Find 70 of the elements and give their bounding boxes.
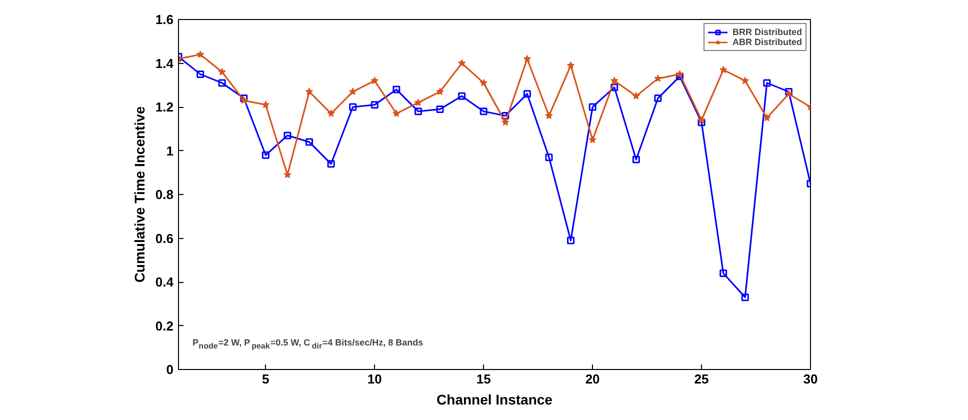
point	[566, 61, 575, 69]
point	[588, 103, 596, 111]
point	[720, 66, 728, 74]
point	[523, 54, 532, 62]
x-tick-label: 5	[262, 372, 270, 386]
x-axis-title: Channel Instance	[436, 392, 553, 408]
legend-label: BRR Distributed	[732, 27, 802, 37]
point	[480, 78, 488, 86]
point	[262, 151, 270, 159]
point	[370, 101, 378, 109]
point	[196, 50, 204, 58]
point	[196, 70, 204, 78]
point	[741, 294, 749, 302]
point	[763, 79, 771, 87]
point	[392, 110, 400, 117]
point	[698, 116, 706, 124]
x-tick-label: 10	[367, 372, 382, 386]
x-tick-label: 25	[694, 372, 709, 386]
point	[262, 100, 270, 108]
y-axis-title: Cumulative Time Incentive	[131, 106, 148, 283]
point	[654, 94, 662, 102]
point	[545, 154, 553, 162]
point	[502, 112, 510, 120]
point	[349, 88, 357, 96]
point	[588, 136, 596, 144]
y-tick-label: 0.6	[155, 230, 174, 246]
point	[502, 118, 510, 126]
point	[327, 160, 335, 168]
point	[632, 156, 640, 164]
point	[392, 86, 400, 94]
point	[741, 76, 749, 84]
y-tick-label: 0	[166, 362, 174, 377]
point	[327, 110, 335, 117]
point	[436, 105, 444, 113]
y-tick-label: 0.8	[155, 187, 174, 202]
point	[414, 98, 422, 106]
y-tick-label: 1.6	[155, 12, 174, 27]
x-tick-label: 15	[476, 372, 491, 386]
point	[567, 236, 575, 244]
point	[610, 84, 618, 92]
point	[458, 92, 466, 100]
point	[698, 118, 706, 126]
point	[632, 92, 640, 100]
point	[218, 68, 226, 76]
point	[676, 70, 684, 78]
y-tick-label: 1	[166, 143, 174, 158]
point	[480, 108, 488, 116]
point	[720, 270, 728, 277]
point	[305, 88, 314, 96]
point	[284, 170, 292, 178]
point	[349, 103, 357, 111]
point	[610, 76, 618, 84]
point	[458, 59, 466, 67]
point	[284, 132, 292, 140]
point	[436, 88, 444, 96]
y-tick-label: 0.4	[155, 274, 174, 290]
y-tick-label: 1.2	[155, 100, 174, 114]
y-tick-label: 0.2	[155, 318, 174, 334]
point	[763, 114, 771, 122]
legend-label: ABR Distributed	[732, 37, 802, 47]
y-tick-label: 1.4	[155, 56, 174, 71]
point	[523, 90, 531, 98]
point	[414, 108, 422, 116]
point	[218, 79, 226, 87]
point	[545, 112, 553, 120]
point	[306, 138, 314, 146]
point	[370, 76, 378, 84]
point	[654, 74, 662, 82]
x-tick-label: 30	[803, 372, 818, 386]
x-tick-label: 20	[585, 372, 600, 386]
